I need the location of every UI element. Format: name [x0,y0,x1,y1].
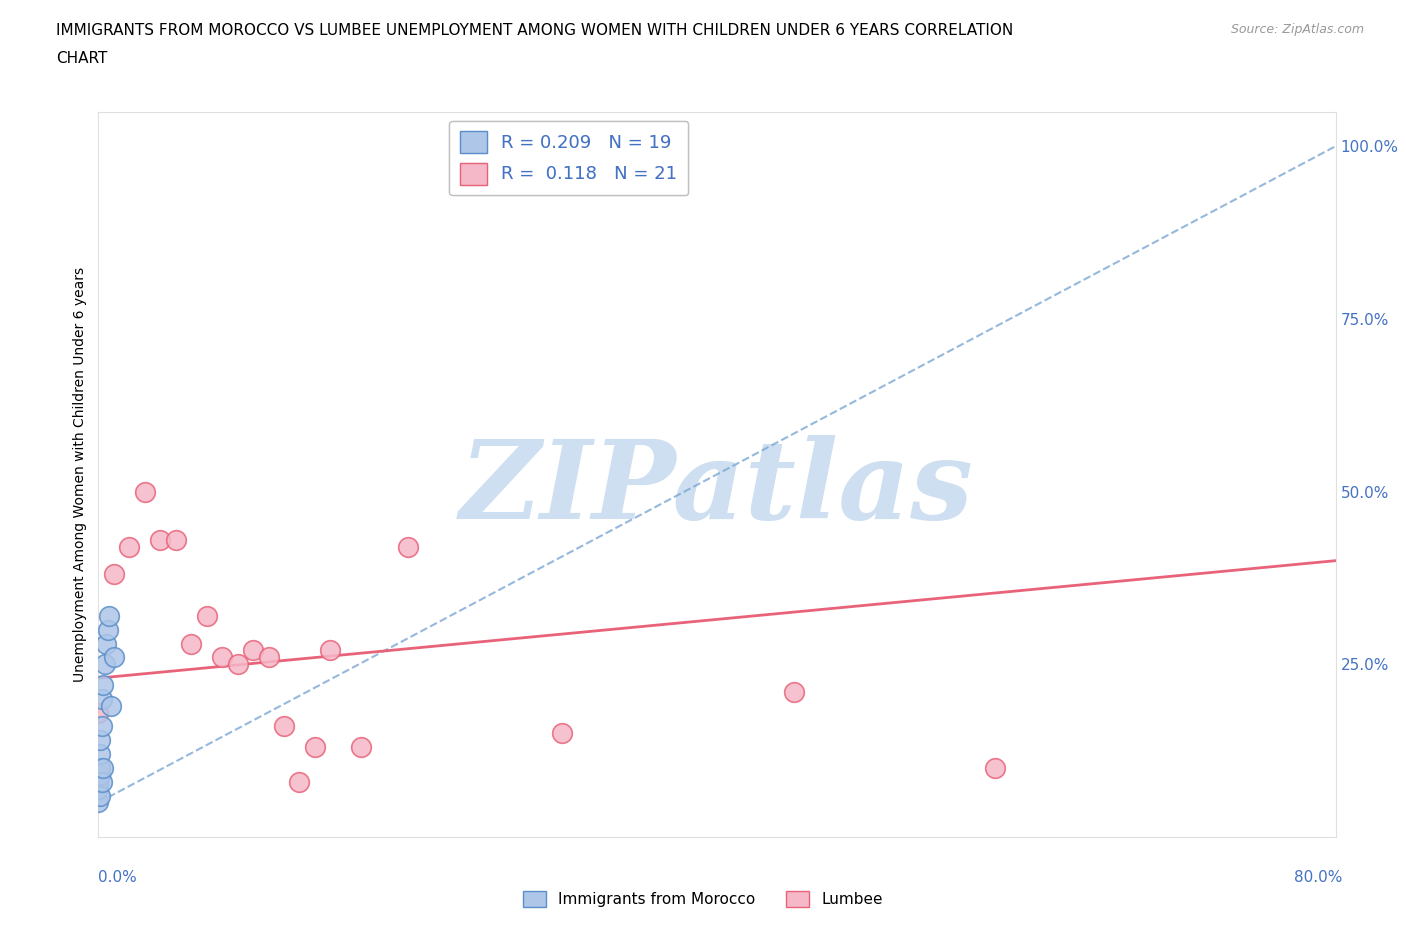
Point [87,705,110,720]
Point [97,622,120,637]
Point [180,636,202,651]
Y-axis label: Unemployment Among Women with Children Under 6 years: Unemployment Among Women with Children U… [73,267,87,682]
Point [103,650,125,665]
Point [288,775,311,790]
Point [89,747,111,762]
Point [100,698,122,713]
Point [165,533,187,548]
Point [984,761,1007,776]
Point [396,539,419,554]
Point [90,691,112,706]
Point [134,485,156,499]
Point [96,636,118,651]
Point [87,795,110,810]
Point [87,781,110,796]
Point [118,539,141,554]
Point [783,684,806,699]
Text: 80.0%: 80.0% [1295,870,1343,884]
Point [242,643,264,658]
Text: IMMIGRANTS FROM MOROCCO VS LUMBEE UNEMPLOYMENT AMONG WOMEN WITH CHILDREN UNDER 6: IMMIGRANTS FROM MOROCCO VS LUMBEE UNEMPL… [56,23,1014,38]
Point [89,733,111,748]
Legend: R = 0.209   N = 19, R =  0.118   N = 21: R = 0.209 N = 19, R = 0.118 N = 21 [449,121,688,195]
Point [304,739,326,754]
Point [195,608,218,623]
Point [551,726,574,741]
Point [87,775,110,790]
Point [103,567,125,582]
Text: CHART: CHART [56,51,108,66]
Point [350,739,373,754]
Point [90,719,112,734]
Point [273,719,295,734]
Text: Source: ZipAtlas.com: Source: ZipAtlas.com [1230,23,1364,36]
Point [91,678,114,693]
Point [98,608,121,623]
Point [90,775,112,790]
Legend: Immigrants from Morocco, Lumbee: Immigrants from Morocco, Lumbee [517,884,889,913]
Point [89,767,111,782]
Point [149,533,172,548]
Point [211,650,233,665]
Point [226,657,249,671]
Point [257,650,280,665]
Point [93,657,115,671]
Point [319,643,342,658]
Text: ZIPatlas: ZIPatlas [460,435,974,542]
Text: 0.0%: 0.0% [98,870,138,884]
Point [89,788,111,803]
Point [89,761,111,776]
Point [91,761,114,776]
